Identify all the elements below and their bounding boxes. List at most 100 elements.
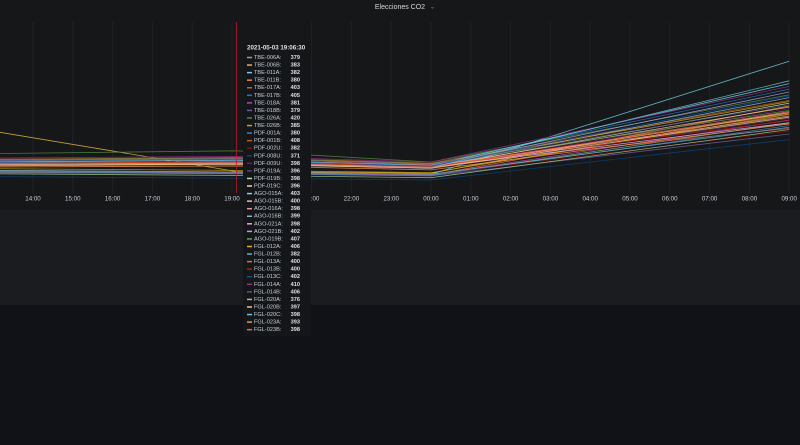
tooltip-series-name: TBE-006B: <box>254 63 282 69</box>
tooltip-value: 403 <box>291 85 300 91</box>
tooltip-series-name: PDF-019A: <box>254 168 282 174</box>
tooltip-value: 407 <box>291 236 300 242</box>
x-tick-label: 17:00 <box>145 196 161 203</box>
x-tick-label: 09:00 <box>781 196 797 203</box>
series-line <box>0 110 790 165</box>
x-tick-label: 08:00 <box>742 196 758 203</box>
x-tick-label: 15:00 <box>65 196 81 203</box>
x-tick-label: 02:00 <box>503 196 519 203</box>
tooltip-value: 379 <box>291 108 300 114</box>
tooltip-value: 379 <box>291 55 300 61</box>
series-line <box>0 139 790 181</box>
tooltip-series-name: TBE-017A: <box>254 85 282 91</box>
tooltip-value: 383 <box>291 63 300 69</box>
tooltip-value: 410 <box>291 282 300 288</box>
tooltip-series-name: AGO-015A: <box>254 191 283 197</box>
tooltip-series-name: PDF-009U: <box>254 161 282 167</box>
series-line <box>0 104 790 165</box>
tooltip-series-name: FGL-013B: <box>254 267 282 273</box>
series-line <box>0 95 790 167</box>
tooltip-value: 371 <box>291 153 300 159</box>
tooltip-value: 402 <box>291 274 300 280</box>
tooltip-series-name: PDF-001B: <box>254 138 282 144</box>
x-tick-label: 06:00 <box>662 196 678 203</box>
x-tick-label: 01:00 <box>463 196 479 203</box>
tooltip-series-name: FGL-012A: <box>254 244 282 250</box>
tooltip-time: 2021-05-03 19:06:30 <box>247 45 306 52</box>
tooltip-series-name: FGL-023B: <box>254 327 282 333</box>
tooltip-value: 396 <box>291 184 300 190</box>
tooltip-series-name: PDF-008U: <box>254 153 282 159</box>
tooltip-value: 385 <box>291 123 300 129</box>
x-tick-label: 21:00 <box>304 196 320 203</box>
tooltip-series-name: TBE-018B: <box>254 108 282 114</box>
x-tick-label: 22:00 <box>344 196 360 203</box>
x-tick-label: 00:00 <box>423 196 439 203</box>
series-line <box>0 119 790 176</box>
tooltip-series-name: AGO-016A: <box>254 206 283 212</box>
tooltip-value: 376 <box>291 297 300 303</box>
tooltip-box <box>243 42 311 336</box>
tooltip: 2021-05-03 19:06:30 TBE-006A: 379 TBE-006B… <box>243 42 311 336</box>
tooltip-value: 402 <box>291 229 300 235</box>
panel-title[interactable]: Elecciones CO2 <box>375 4 425 11</box>
tooltip-series-name: TBE-017B: <box>254 93 282 99</box>
series-line <box>0 123 790 171</box>
tooltip-value: 381 <box>291 100 300 106</box>
series-line <box>0 133 790 177</box>
tooltip-series-name: TBE-011A: <box>254 70 281 76</box>
tooltip-series-name: FGL-013A: <box>254 259 282 265</box>
tooltip-series-name: FGL-023A: <box>254 320 282 326</box>
x-tick-label: 14:00 <box>25 196 41 203</box>
title-caret[interactable]: ⌄ <box>430 5 435 11</box>
tooltip-series-name: AGO-016B: <box>254 214 283 220</box>
tooltip-value: 380 <box>291 131 300 137</box>
tooltip-value: 408 <box>291 138 300 144</box>
series-line <box>0 111 790 169</box>
tooltip-value: 399 <box>291 214 300 220</box>
tooltip-series-name: FGL-020C: <box>254 312 282 318</box>
tooltip-series-name: AGO-015B: <box>254 199 283 205</box>
series-line <box>0 94 790 163</box>
tooltip-value: 406 <box>291 289 300 295</box>
x-tick-label: 07:00 <box>702 196 718 203</box>
tooltip-value: 398 <box>291 206 300 212</box>
tooltip-series-name: FGL-012B: <box>254 252 282 258</box>
tooltip-value: 398 <box>291 312 300 318</box>
x-tick-label: 18:00 <box>184 196 200 203</box>
tooltip-value: 400 <box>291 259 300 265</box>
tooltip-series-name: FGL-013C: <box>254 274 282 280</box>
tooltip-value: 405 <box>291 93 300 99</box>
panel-lower <box>0 210 800 305</box>
tooltip-value: 420 <box>291 115 300 121</box>
tooltip-series-name: TBE-018A: <box>254 100 282 106</box>
x-tick-label: 19:00 <box>224 196 240 203</box>
tooltip-series-name: FGL-020A: <box>254 297 282 303</box>
tooltip-series-name: AGO-019B: <box>254 236 283 242</box>
tooltip-series-name: FGL-014B: <box>254 289 282 295</box>
tooltip-value: 406 <box>291 244 300 250</box>
tooltip-value: 403 <box>291 191 300 197</box>
x-tick-label: 16:00 <box>105 196 121 203</box>
tooltip-value: 380 <box>291 78 300 84</box>
tooltip-value: 400 <box>291 267 300 273</box>
series-line <box>0 120 790 167</box>
series-line <box>0 116 790 169</box>
tooltip-series-name: PDF-001A: <box>254 131 282 137</box>
tooltip-series-name: PDF-019C: <box>254 184 282 190</box>
tooltip-series-name: TBE-011B: <box>254 78 281 84</box>
series-line <box>0 129 790 179</box>
x-tick-label: 03:00 <box>543 196 559 203</box>
tooltip-series-name: PDF-002U: <box>254 146 282 152</box>
tooltip-value: 382 <box>291 252 300 258</box>
tooltip-value: 400 <box>291 199 300 205</box>
tooltip-value: 398 <box>291 161 300 167</box>
series-line <box>0 126 790 175</box>
tooltip-series-name: FGL-020B: <box>254 304 282 310</box>
tooltip-series-name: AGO-021B: <box>254 229 283 235</box>
tooltip-value: 396 <box>291 168 300 174</box>
tooltip-value: 397 <box>291 304 300 310</box>
tooltip-series-name: AGO-021A: <box>254 221 283 227</box>
